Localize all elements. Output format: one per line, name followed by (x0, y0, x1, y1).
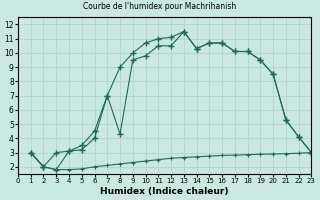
Text: Courbe de l'humidex pour Machrihanish: Courbe de l'humidex pour Machrihanish (84, 2, 236, 11)
X-axis label: Humidex (Indice chaleur): Humidex (Indice chaleur) (100, 187, 229, 196)
